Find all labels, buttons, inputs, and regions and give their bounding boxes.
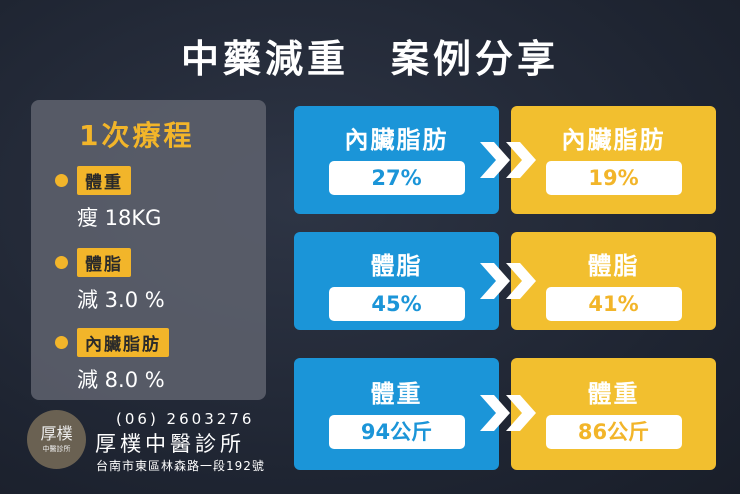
before-value: 45% [328,287,465,321]
summary-title: 1次療程 [79,119,195,152]
page-title: 中藥減重 案例分享 [180,37,559,81]
clinic-address: 台南市東區林森路一段192號 [96,459,265,473]
summary-panel: 1次療程 體重 瘦 18KG 體脂 減 3.0 % 內臟脂肪 減 8.0 % [31,100,266,400]
before-box: 體脂 45% [294,232,499,330]
double-chevron-right-icon [480,263,536,299]
before-label: 體重 [370,380,423,408]
after-value: 86公斤 [545,415,682,449]
before-value: 27% [328,161,465,195]
summary-tag: 體脂 [77,248,131,277]
after-label: 體重 [587,380,640,408]
phone-number: (06) 2603276 [116,410,255,428]
summary-value: 減 3.0 % [77,288,165,312]
bullet-icon [55,256,68,269]
after-label: 體脂 [587,252,640,280]
double-chevron-right-icon [480,142,536,178]
summary-tag: 內臟脂肪 [77,328,169,357]
clinic-logo: 厚樸 中醫診所 [27,410,86,469]
after-value: 19% [545,161,682,195]
summary-value: 瘦 18KG [77,206,162,230]
before-box: 體重 94公斤 [294,358,499,470]
after-value: 41% [545,287,682,321]
before-label: 內臟脂肪 [344,126,449,154]
before-value: 94公斤 [328,415,465,449]
summary-tag: 體重 [77,166,131,195]
logo-sub-text: 中醫診所 [42,445,71,453]
after-box: 內臟脂肪 19% [511,106,716,214]
clinic-name: 厚樸中醫診所 [95,432,245,456]
after-box: 體脂 41% [511,232,716,330]
double-chevron-right-icon [480,395,536,431]
before-box: 內臟脂肪 27% [294,106,499,214]
bullet-icon [55,336,68,349]
logo-main-text: 厚樸 [40,424,73,443]
bullet-icon [55,174,68,187]
after-box: 體重 86公斤 [511,358,716,470]
before-label: 體脂 [370,252,423,280]
summary-value: 減 8.0 % [77,368,165,392]
after-label: 內臟脂肪 [561,126,666,154]
